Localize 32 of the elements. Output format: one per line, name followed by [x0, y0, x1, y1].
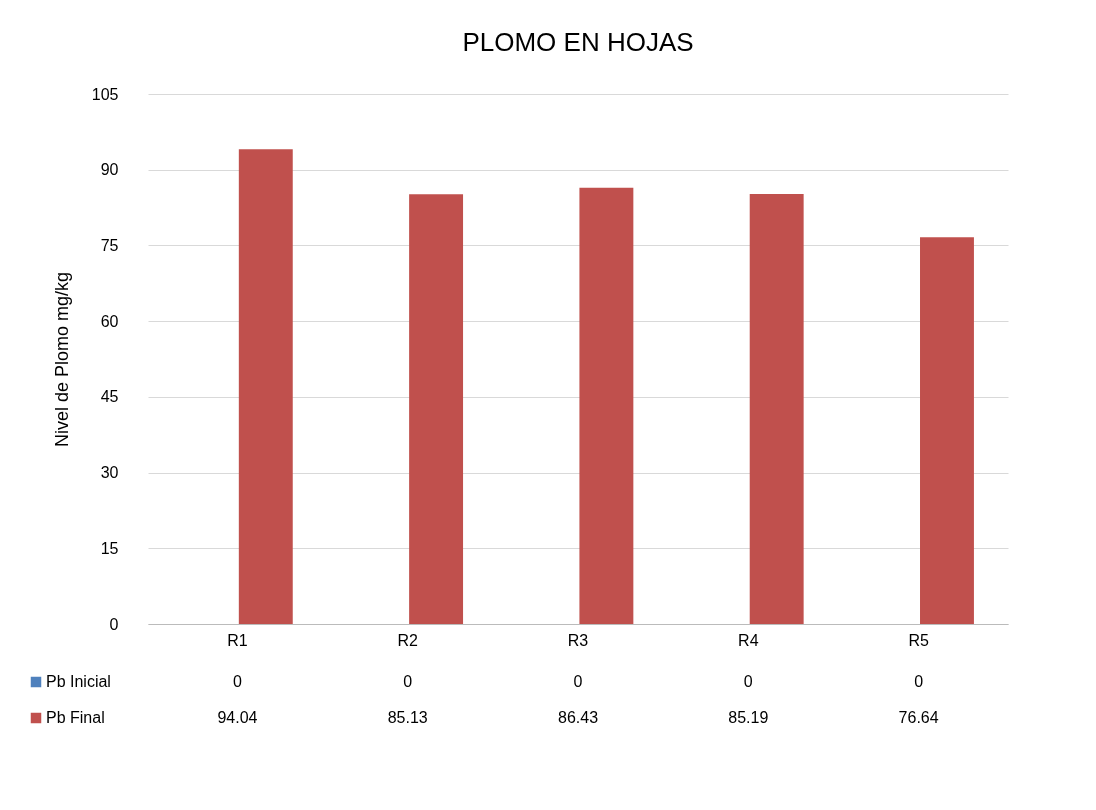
- data-label: 94.04: [217, 709, 258, 726]
- data-label: 76.64: [898, 709, 939, 726]
- data-label: 85.19: [728, 709, 769, 726]
- x-tick-label: R3: [567, 631, 589, 649]
- bar: [920, 237, 974, 624]
- bar: [579, 187, 634, 624]
- data-label: 0: [403, 673, 413, 690]
- x-tick-label: R2: [397, 631, 419, 649]
- bar: [749, 193, 804, 624]
- data-label: 0: [573, 673, 583, 690]
- y-tick-label: 90: [100, 161, 119, 179]
- y-tick-label: 0: [109, 615, 119, 633]
- bar: [409, 194, 464, 624]
- y-tick-label: 105: [91, 85, 119, 103]
- y-tick-label: 75: [100, 236, 119, 254]
- y-tick-label: 45: [100, 388, 119, 406]
- legend-label: Pb Inicial: [46, 673, 111, 690]
- y-tick-label: 30: [100, 464, 119, 482]
- legend-label: Pb Final: [46, 709, 105, 726]
- bar: [238, 149, 293, 624]
- data-label: 85.13: [387, 709, 428, 726]
- x-tick-label: R4: [738, 631, 759, 649]
- y-tick-label: 60: [100, 312, 119, 330]
- data-label: 0: [743, 673, 753, 690]
- data-label: 0: [232, 673, 242, 690]
- x-tick-label: R5: [908, 631, 929, 649]
- y-axis-title: Nivel de Plomo mg/kg: [51, 271, 72, 448]
- chart-title: PLOMO EN HOJAS: [462, 27, 694, 57]
- data-label: 86.43: [557, 709, 599, 726]
- y-tick-label: 15: [100, 539, 119, 557]
- x-tick-label: R1: [227, 631, 248, 649]
- data-label: 0: [914, 673, 924, 690]
